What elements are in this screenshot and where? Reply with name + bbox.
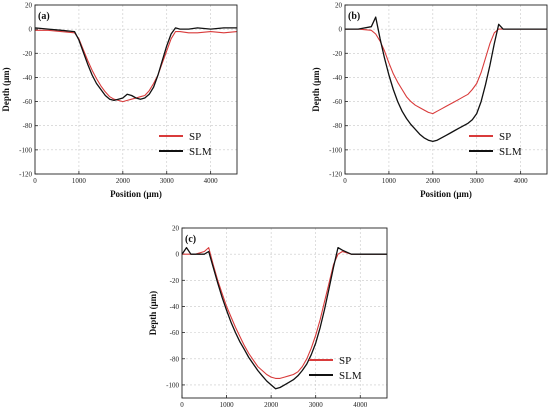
x-tick-label: 0 xyxy=(33,177,37,185)
y-tick-label: 0 xyxy=(29,26,33,34)
x-axis-label: Position (μm) xyxy=(110,189,162,199)
panel-label: (c) xyxy=(185,234,196,245)
x-tick-label: 1000 xyxy=(72,177,87,185)
x-tick-label: 3000 xyxy=(309,401,324,409)
y-tick-label: -100 xyxy=(329,146,342,154)
x-tick-label: 4000 xyxy=(514,177,529,185)
y-tick-label: -20 xyxy=(333,50,343,58)
chart-panel-3: 0 1000 2000 3000 4000 -100 -80 -60 -40 -20 0 20 (c) S… xyxy=(148,225,388,409)
y-tick-label: -80 xyxy=(170,355,180,363)
y-tick-label: -80 xyxy=(23,122,33,130)
y-tick-label: -40 xyxy=(23,74,33,82)
y-axis-label: Depth (μm) xyxy=(148,291,158,335)
x-tick-label: 1000 xyxy=(220,401,235,409)
chart-panel-2: 0 1000 2000 3000 4000 -120 -100 -80 -60 -40 -20 0 20… xyxy=(311,2,548,199)
x-tick-label: 1000 xyxy=(382,177,397,185)
y-tick-label: 20 xyxy=(172,225,180,233)
x-tick-label: 0 xyxy=(180,401,184,409)
panel-label: (b) xyxy=(348,11,360,22)
series-line-sp xyxy=(345,28,547,115)
y-tick-label: -40 xyxy=(333,74,343,82)
x-tick-label: 3000 xyxy=(160,177,175,185)
plot-area xyxy=(182,228,387,398)
y-tick-label: -100 xyxy=(166,381,179,389)
y-tick-label: -120 xyxy=(19,171,32,179)
series-line-slm xyxy=(345,16,547,143)
series-line-slm xyxy=(181,246,387,390)
y-tick-label: -60 xyxy=(23,98,33,106)
plot-area xyxy=(35,5,237,174)
x-axis-label: Position (μm) xyxy=(420,189,472,199)
x-tick-label: 4000 xyxy=(353,401,368,409)
panel-label: (a) xyxy=(38,11,50,22)
series-line-slm xyxy=(34,27,237,102)
y-axis-label: Depth (μm) xyxy=(311,67,321,111)
x-tick-label: 3000 xyxy=(470,177,485,185)
y-tick-label: -60 xyxy=(170,329,180,337)
legend-label-sp: SP xyxy=(499,131,511,143)
y-tick-label: -20 xyxy=(23,50,33,58)
legend-label-slm: SLM xyxy=(499,146,522,158)
x-tick-label: 2000 xyxy=(426,177,441,185)
series-line-sp xyxy=(35,29,238,103)
y-tick-label: 20 xyxy=(335,2,343,10)
plot-frame xyxy=(181,227,388,399)
legend-label-sp: SP xyxy=(189,131,201,143)
chart-panel-1: 0 1000 2000 3000 4000 -120 -100 -80 -60 -40 -20 0 20… xyxy=(1,2,238,199)
y-tick-label: -80 xyxy=(333,122,343,130)
x-tick-label: 2000 xyxy=(116,177,131,185)
x-tick-label: 0 xyxy=(343,177,347,185)
y-tick-label: 20 xyxy=(25,2,33,10)
y-tick-label: -20 xyxy=(170,277,180,285)
y-tick-label: 0 xyxy=(339,26,343,34)
plot-frame xyxy=(34,4,238,175)
legend-label-slm: SLM xyxy=(339,370,362,382)
y-tick-label: -60 xyxy=(333,98,343,106)
plot-frame xyxy=(344,4,548,175)
legend-label-slm: SLM xyxy=(189,146,212,158)
series-line-sp xyxy=(182,247,387,379)
x-tick-label: 4000 xyxy=(204,177,219,185)
y-axis-label: Depth (μm) xyxy=(1,67,11,111)
x-tick-label: 2000 xyxy=(264,401,279,409)
y-tick-label: -40 xyxy=(170,303,180,311)
legend-label-sp: SP xyxy=(339,355,351,367)
y-tick-label: -100 xyxy=(19,146,32,154)
y-tick-label: -120 xyxy=(329,171,342,179)
y-tick-label: 0 xyxy=(176,251,180,259)
